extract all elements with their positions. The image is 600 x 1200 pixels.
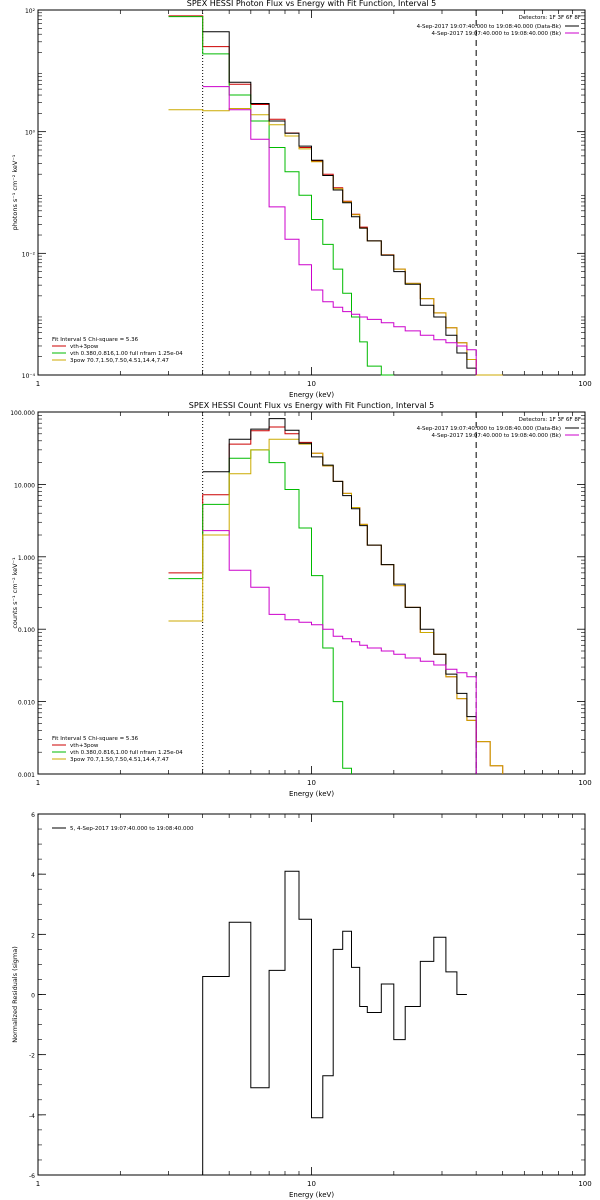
y-tick-label: 4 bbox=[31, 872, 35, 879]
x-tick-label: 100 bbox=[578, 779, 591, 787]
series-step-line-0 bbox=[202, 870, 467, 1175]
x-tick-label: 1 bbox=[36, 1180, 40, 1188]
x-tick-label: 100 bbox=[578, 1180, 591, 1188]
series-step-line-4 bbox=[202, 86, 477, 375]
y-tick-label: -2 bbox=[29, 1053, 35, 1060]
legend-fit-label: vth 0.380,0.816,1.00 full nfram 1.25e-04 bbox=[70, 750, 183, 756]
x-tick-label: 1 bbox=[36, 779, 40, 787]
y-tick-label: 10⁰ bbox=[25, 130, 36, 137]
chart-title: SPEX HESSI Count Flux vs Energy with Fit… bbox=[189, 401, 434, 410]
x-axis-label: Energy (keV) bbox=[289, 391, 334, 399]
y-axis-label: Normalized Residuals (sigma) bbox=[11, 946, 19, 1043]
y-axis-label: photons s⁻¹ cm⁻² keV⁻¹ bbox=[11, 154, 19, 230]
x-tick-label: 10 bbox=[307, 1180, 316, 1188]
series-step-line-0 bbox=[168, 15, 503, 376]
legend-fit-label: 3pow 70.7,1.50,7.50,4.51,14.4,7.47 bbox=[70, 358, 169, 364]
legend-detectors: Detectors: 1F 3F 6F 8F bbox=[519, 15, 581, 21]
x-tick-label: 1 bbox=[36, 380, 40, 388]
y-tick-label: 2 bbox=[31, 932, 35, 939]
y-tick-label: 100.000 bbox=[10, 410, 35, 417]
legend-entry-label: 4-Sep-2017 19:07:40.000 to 19:08:40.000 … bbox=[432, 433, 562, 439]
y-tick-label: 1.000 bbox=[18, 555, 35, 562]
series-step-line-1 bbox=[168, 449, 352, 774]
y-tick-label: 6 bbox=[31, 812, 35, 819]
legend-fit-header: Fit Interval 5 Chi-square = 5.36 bbox=[52, 337, 139, 343]
y-axis-label: counts s⁻¹ cm⁻² keV⁻¹ bbox=[11, 557, 19, 629]
y-tick-label: 10.000 bbox=[14, 482, 35, 489]
x-tick-label: 100 bbox=[578, 380, 591, 388]
y-tick-label: -6 bbox=[29, 1173, 35, 1180]
legend-fit-label: vth 0.380,0.816,1.00 full nfram 1.25e-04 bbox=[70, 351, 183, 357]
y-tick-label: 10⁻² bbox=[22, 251, 36, 258]
legend-entry-label: 4-Sep-2017 19:07:40.000 to 19:08:40.000 … bbox=[417, 24, 561, 30]
chart-title: SPEX HESSI Photon Flux vs Energy with Fi… bbox=[187, 0, 437, 8]
series-step-line-3 bbox=[202, 418, 477, 774]
series-step-line-4 bbox=[202, 530, 477, 774]
y-tick-label: 0.100 bbox=[18, 627, 35, 634]
series-step-line-2 bbox=[168, 438, 504, 774]
legend-fit-header: Fit Interval 5 Chi-square = 5.36 bbox=[52, 736, 139, 742]
plot-frame bbox=[37, 411, 586, 775]
series-step-line-3 bbox=[202, 31, 477, 375]
y-tick-label: 0.001 bbox=[18, 772, 35, 779]
series-step-line-0 bbox=[168, 426, 504, 774]
plot-frame bbox=[37, 9, 586, 376]
legend-detectors: Detectors: 1F 3F 6F 8F bbox=[519, 417, 581, 423]
legend-entry-label: 4-Sep-2017 19:07:40.000 to 19:08:40.000 … bbox=[432, 31, 562, 37]
legend-fit-label: vth+3pow bbox=[70, 344, 99, 350]
legend-fit-label: vth+3pow bbox=[70, 743, 99, 749]
x-tick-label: 10 bbox=[307, 779, 316, 787]
y-tick-label: -4 bbox=[29, 1113, 35, 1120]
y-tick-label: 10⁻⁴ bbox=[22, 373, 36, 380]
y-tick-label: 0.010 bbox=[18, 700, 35, 707]
legend-entry-label: 4-Sep-2017 19:07:40.000 to 19:08:40.000 … bbox=[417, 426, 561, 432]
x-tick-label: 10 bbox=[307, 380, 316, 388]
x-axis-label: Energy (keV) bbox=[289, 1191, 334, 1199]
x-axis-label: Energy (keV) bbox=[289, 790, 334, 798]
legend-fit-label: 3pow 70.7,1.50,7.50,4.51,14.4,7.47 bbox=[70, 757, 169, 763]
y-tick-label: 10² bbox=[25, 8, 36, 15]
series-step-line-1 bbox=[168, 16, 394, 376]
legend-residual-label: 5, 4-Sep-2017 19:07:40.000 to 19:08:40.0… bbox=[70, 826, 194, 832]
y-tick-label: 0 bbox=[31, 993, 35, 1000]
